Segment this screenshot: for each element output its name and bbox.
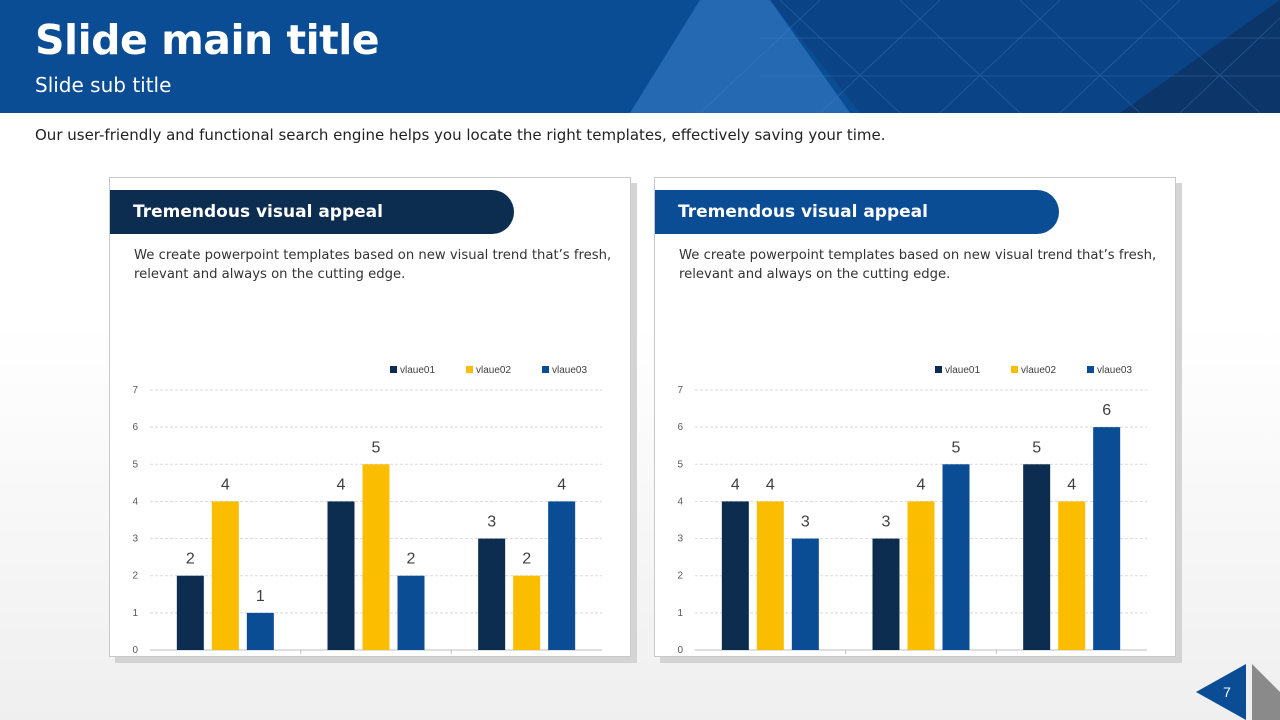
bar xyxy=(548,501,576,650)
header-decoration xyxy=(630,0,1280,113)
data-label: 5 xyxy=(952,439,961,456)
y-tick-label: 1 xyxy=(132,608,138,619)
y-tick-label: 0 xyxy=(132,645,138,656)
data-label: 5 xyxy=(1032,439,1041,456)
page-corner-shape xyxy=(1252,664,1280,720)
legend-swatch xyxy=(390,366,397,373)
bar xyxy=(327,501,355,650)
bar xyxy=(721,501,749,650)
y-tick-label: 6 xyxy=(132,422,138,433)
card-heading: Tremendous visual appeal xyxy=(110,190,514,234)
y-tick-label: 3 xyxy=(132,534,138,545)
legend-swatch xyxy=(542,366,549,373)
y-tick-label: 7 xyxy=(132,385,138,396)
bar xyxy=(1058,501,1086,650)
legend-swatch xyxy=(935,366,942,373)
bar xyxy=(872,538,900,650)
y-tick-label: 3 xyxy=(677,534,683,545)
bar xyxy=(907,501,935,650)
data-label: 4 xyxy=(731,476,740,493)
card-heading: Tremendous visual appeal xyxy=(655,190,1059,234)
data-label: 4 xyxy=(917,476,926,493)
data-label: 6 xyxy=(1102,402,1111,419)
y-tick-label: 7 xyxy=(677,385,683,396)
y-tick-label: 4 xyxy=(132,496,138,507)
slide-subtitle: Slide sub title xyxy=(35,73,172,97)
bar-chart-2: 01234567443vlaue01345vlaue02546vlaue03vl… xyxy=(677,365,1147,656)
bar xyxy=(1093,427,1121,650)
bar-chart-1: 01234567241vlaue01452vlaue02324vlaue03vl… xyxy=(132,365,602,656)
y-tick-label: 5 xyxy=(132,459,138,470)
legend-label: vlaue01 xyxy=(400,365,435,376)
data-label: 3 xyxy=(487,514,496,531)
data-label: 3 xyxy=(882,514,891,531)
legend-swatch xyxy=(1087,366,1094,373)
y-tick-label: 2 xyxy=(132,571,138,582)
bar xyxy=(1023,464,1051,650)
data-label: 4 xyxy=(766,476,775,493)
slide-title: Slide main title xyxy=(35,16,380,64)
legend-label: vlaue03 xyxy=(1097,365,1132,376)
slide-header: Slide main title Slide sub title xyxy=(0,0,1280,113)
data-label: 1 xyxy=(256,588,265,605)
data-label: 3 xyxy=(801,514,810,531)
legend-label: vlaue02 xyxy=(1021,365,1056,376)
card-text: We create powerpoint templates based on … xyxy=(679,248,1157,282)
bar xyxy=(362,464,390,650)
y-tick-label: 5 xyxy=(677,459,683,470)
bar xyxy=(513,575,541,650)
page-triangle-shape xyxy=(1196,664,1246,720)
bar xyxy=(478,538,506,650)
legend-label: vlaue03 xyxy=(552,365,587,376)
data-label: 2 xyxy=(407,551,416,568)
bar xyxy=(942,464,970,650)
slide-description: Our user-friendly and functional search … xyxy=(35,126,886,144)
legend-swatch xyxy=(466,366,473,373)
legend-label: vlaue02 xyxy=(476,365,511,376)
y-tick-label: 1 xyxy=(677,608,683,619)
data-label: 4 xyxy=(557,476,566,493)
legend-label: vlaue01 xyxy=(945,365,980,376)
data-label: 2 xyxy=(522,551,531,568)
bar xyxy=(211,501,239,650)
data-label: 5 xyxy=(372,439,381,456)
data-label: 4 xyxy=(1067,476,1076,493)
content-card-2: Tremendous visual appeal We create power… xyxy=(654,177,1176,657)
data-label: 4 xyxy=(221,476,230,493)
content-card-1: Tremendous visual appeal We create power… xyxy=(109,177,631,657)
bar xyxy=(791,538,819,650)
data-label: 4 xyxy=(337,476,346,493)
bar xyxy=(176,575,204,650)
y-tick-label: 0 xyxy=(677,645,683,656)
legend-swatch xyxy=(1011,366,1018,373)
y-tick-label: 4 xyxy=(677,496,683,507)
data-label: 2 xyxy=(186,551,195,568)
y-tick-label: 6 xyxy=(677,422,683,433)
bar xyxy=(397,575,425,650)
bar xyxy=(756,501,784,650)
y-tick-label: 2 xyxy=(677,571,683,582)
bar xyxy=(246,612,274,650)
card-text: We create powerpoint templates based on … xyxy=(134,248,612,282)
page-number-badge: 7 xyxy=(1196,664,1280,720)
page-number: 7 xyxy=(1223,684,1231,700)
